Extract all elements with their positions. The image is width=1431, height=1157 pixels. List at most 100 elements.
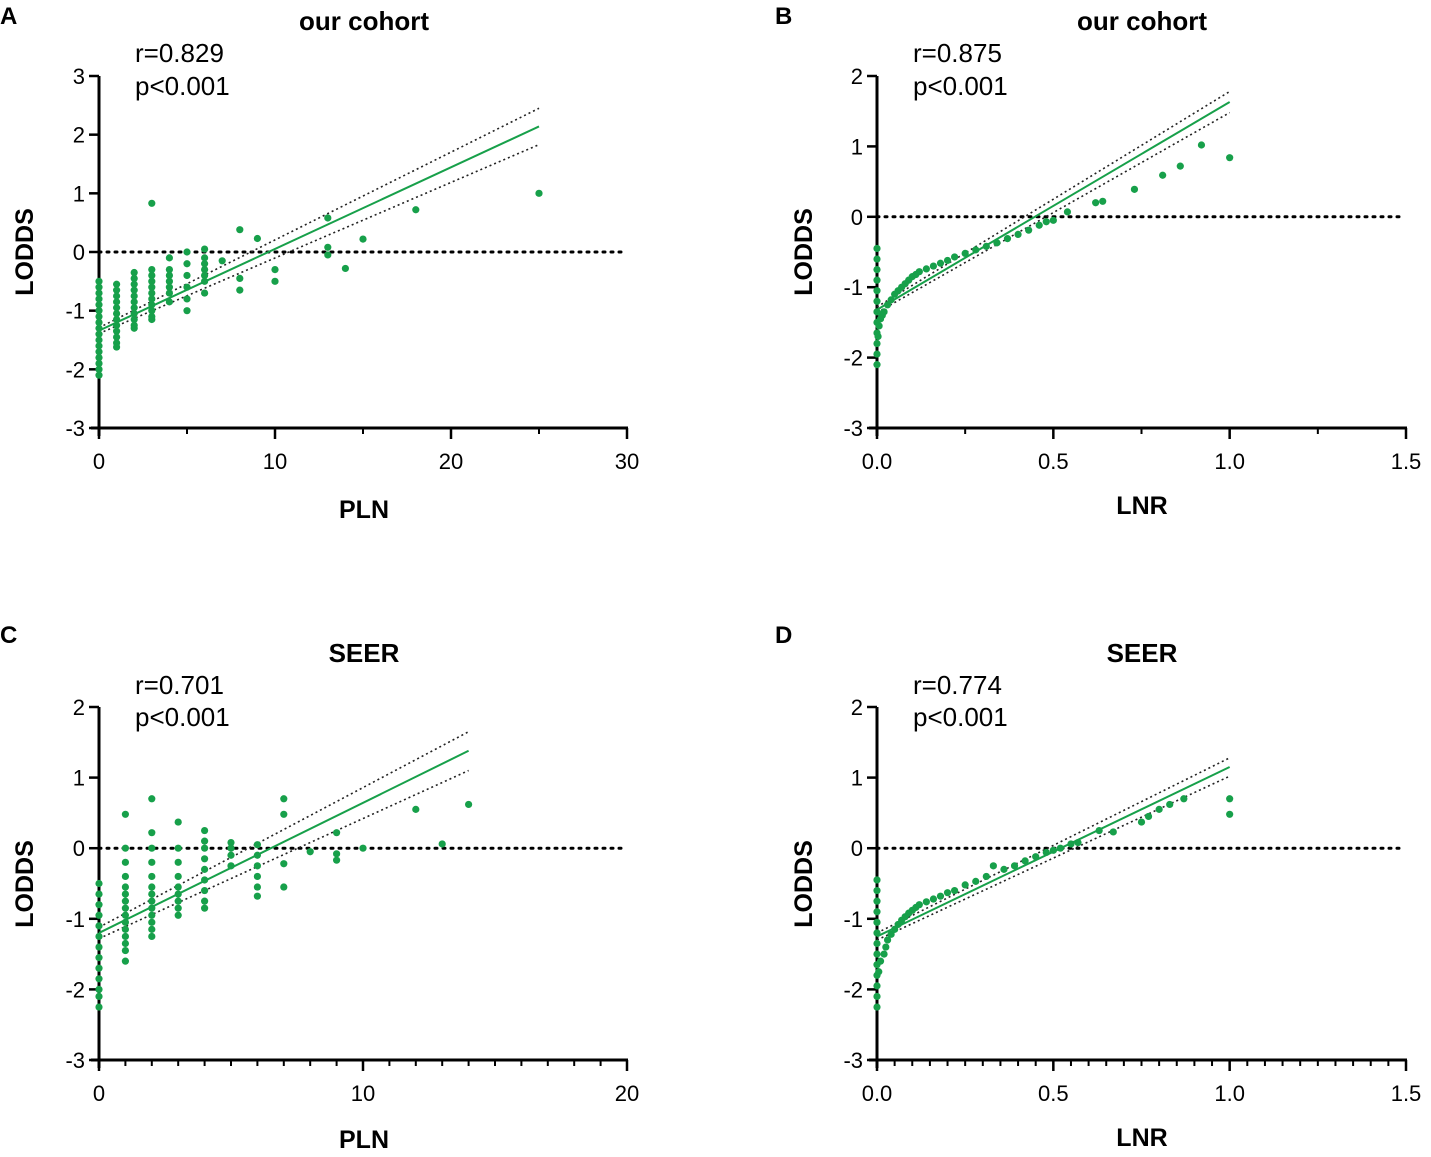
ci-lower-line: [876, 111, 1231, 314]
y-tick-label: 2: [73, 123, 85, 148]
data-point: [1021, 857, 1029, 865]
p-value: p<0.001: [913, 702, 1008, 732]
data-point: [165, 283, 173, 291]
data-point: [227, 844, 235, 852]
data-point: [280, 810, 288, 818]
data-point: [174, 904, 182, 912]
data-point: [253, 872, 261, 881]
data-point: [95, 289, 103, 297]
data-point: [359, 235, 367, 243]
data-point: [873, 350, 881, 358]
x-tick-label: 30: [615, 449, 639, 474]
data-point: [130, 304, 138, 312]
data-point: [271, 266, 279, 274]
y-tick-label: 0: [851, 836, 863, 861]
data-point: [1025, 226, 1033, 234]
data-point: [165, 289, 173, 297]
y-tick-label: -2: [843, 346, 863, 371]
x-tick-label: 1.5: [1391, 449, 1422, 474]
ci-upper-line: [876, 90, 1231, 308]
data-point: [174, 911, 182, 919]
data-point: [201, 837, 209, 845]
x-tick-label: 20: [439, 449, 463, 474]
data-point: [183, 260, 191, 268]
data-point: [174, 897, 182, 905]
data-point: [148, 872, 156, 881]
data-point: [165, 271, 173, 280]
fit-line: [98, 749, 470, 934]
y-tick-label: 1: [851, 766, 863, 791]
data-point: [130, 315, 138, 324]
data-point: [929, 262, 938, 270]
data-point: [121, 918, 129, 926]
data-point: [873, 255, 881, 263]
data-point: [148, 829, 156, 837]
data-point: [148, 283, 156, 291]
y-axis-title: LODDS: [11, 840, 39, 928]
data-point: [201, 876, 209, 884]
correlation-r: r=0.774: [913, 670, 1002, 700]
data-point: [130, 310, 138, 318]
data-point: [1180, 795, 1188, 803]
y-tick-label: -2: [65, 977, 85, 1002]
data-point: [1226, 154, 1234, 162]
correlation-r: r=0.875: [913, 38, 1002, 68]
data-point: [873, 1003, 881, 1011]
data-point: [201, 855, 209, 863]
data-point: [236, 286, 244, 294]
data-point: [1095, 826, 1103, 835]
data-point: [165, 254, 173, 262]
data-point: [201, 886, 209, 895]
data-point: [148, 307, 156, 315]
data-point: [438, 840, 446, 848]
y-tick-label: 0: [73, 836, 85, 861]
x-tick-label: 20: [615, 1081, 639, 1106]
x-tick-label: 1.0: [1214, 1081, 1245, 1106]
data-point: [972, 877, 980, 885]
data-point: [174, 890, 182, 898]
data-point: [1130, 185, 1139, 193]
data-point: [113, 321, 121, 329]
data-point: [887, 296, 895, 304]
p-value: p<0.001: [913, 71, 1008, 101]
data-point: [950, 886, 959, 895]
x-tick-label: 0.5: [1038, 1081, 1069, 1106]
y-tick-label: -3: [843, 1048, 863, 1073]
x-axis-title: PLN: [339, 1126, 389, 1154]
data-point: [113, 304, 121, 312]
data-point: [95, 932, 103, 941]
data-point: [922, 898, 930, 906]
data-point: [989, 862, 997, 870]
data-point: [201, 289, 209, 297]
data-point: [874, 332, 882, 341]
y-axis-title: LODDS: [11, 208, 39, 296]
data-point: [201, 826, 209, 835]
data-point: [873, 244, 881, 253]
x-tick-label: 10: [351, 1081, 375, 1106]
data-point: [936, 892, 945, 900]
data-point: [876, 957, 885, 965]
data-point: [148, 199, 156, 207]
data-point: [201, 277, 209, 285]
data-point: [253, 841, 261, 849]
y-tick-label: -3: [65, 416, 85, 441]
data-point: [148, 289, 156, 297]
data-point: [130, 324, 138, 332]
data-point: [148, 795, 156, 803]
data-point: [95, 330, 103, 338]
y-axis-title: LODDS: [790, 840, 818, 928]
data-point: [113, 333, 121, 341]
data-point: [121, 890, 129, 898]
data-point: [121, 810, 129, 818]
data-point: [201, 266, 209, 274]
data-point: [1000, 865, 1008, 873]
data-point: [880, 308, 888, 316]
data-point: [324, 251, 332, 259]
data-point: [1042, 218, 1050, 226]
data-point: [873, 918, 881, 926]
y-tick-label: 1: [851, 134, 863, 159]
data-point: [183, 307, 191, 315]
data-point: [1049, 216, 1057, 224]
